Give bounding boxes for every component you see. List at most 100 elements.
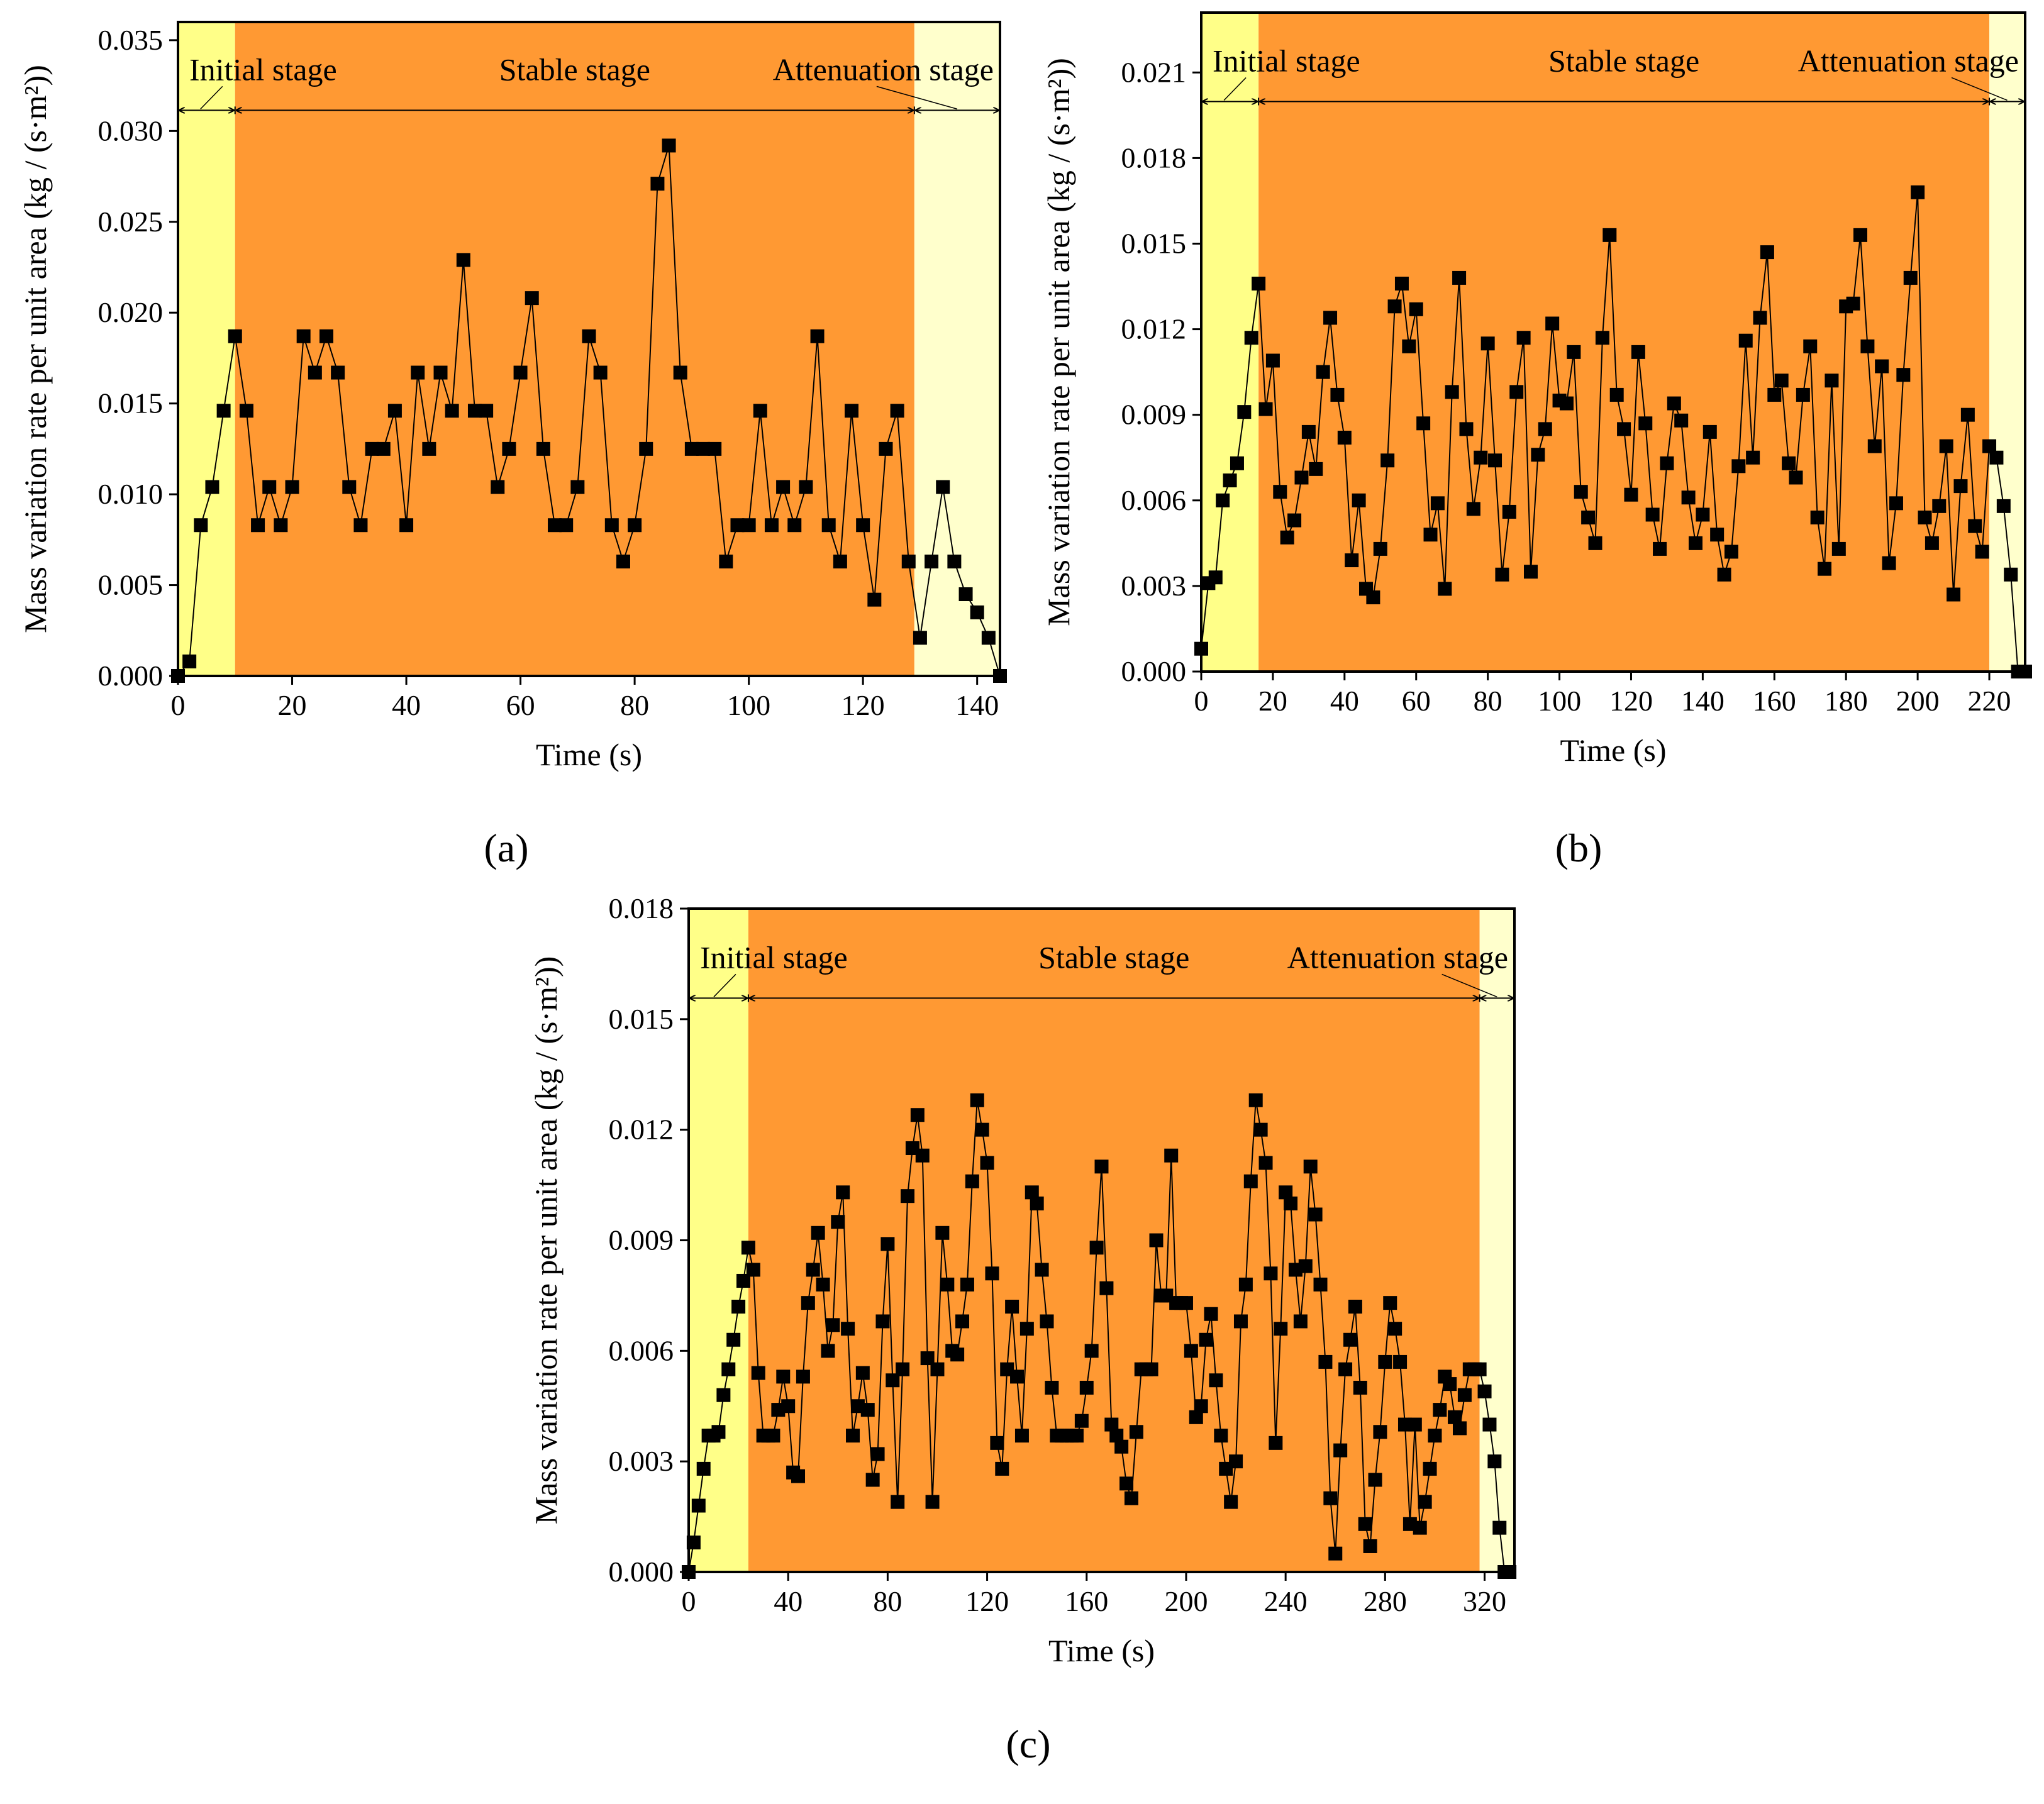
data-point: [1114, 1439, 1129, 1454]
data-point: [1149, 1233, 1164, 1248]
data-point: [1638, 416, 1653, 431]
stage-label: Initial stage: [700, 939, 848, 975]
data-point: [399, 518, 414, 533]
data-point: [1738, 333, 1753, 348]
stage-annotations: Initial stage Stable stage Attenuation sta…: [690, 939, 1513, 1002]
stage-band-attenuation: [1989, 13, 2025, 672]
data-point: [806, 1263, 820, 1277]
stage-label: Stable stage: [499, 52, 650, 87]
data-point: [1472, 1362, 1487, 1376]
data-point: [1846, 296, 1860, 311]
data-point: [1348, 1300, 1362, 1314]
y-tick-label: 0.010: [98, 478, 164, 510]
stage-bands: [689, 909, 1514, 1572]
data-point: [855, 1366, 870, 1380]
data-point: [742, 518, 756, 533]
data-point: [1269, 1436, 1283, 1450]
data-point: [1238, 1277, 1253, 1292]
data-point: [1019, 1322, 1034, 1336]
data-point: [1466, 502, 1480, 516]
x-axis-label: Time (s): [536, 737, 642, 772]
y-axis-label: Mass variation rate per unit area (kg / …: [18, 65, 53, 633]
plot-frame: [1200, 11, 2026, 673]
data-point: [731, 1300, 746, 1314]
panel-label: (c): [1006, 1722, 1050, 1766]
data-point: [1433, 1403, 1447, 1417]
data-point: [1373, 541, 1387, 556]
data-point: [502, 441, 516, 456]
data-point: [1947, 587, 1961, 602]
data-point: [216, 404, 231, 418]
data-point: [228, 329, 242, 343]
data-point: [1911, 185, 1925, 199]
data-point: [696, 1461, 711, 1476]
data-point: [1480, 336, 1495, 351]
stage-leader-line: [1223, 77, 1247, 101]
stage-leader-line: [876, 86, 958, 110]
data-point: [1099, 1281, 1114, 1295]
data-point: [1702, 424, 1717, 439]
y-tick-label: 0.009: [609, 1224, 674, 1256]
data-point: [2004, 567, 2018, 582]
data-point: [1867, 439, 1882, 453]
data-point: [639, 441, 653, 456]
data-point: [875, 1314, 890, 1329]
data-point: [194, 518, 208, 533]
x-tick-label: 160: [1065, 1585, 1108, 1617]
chart-panel-b: Initial stage Stable stage Attenuation sta…: [1041, 11, 2032, 870]
data-point: [1209, 1373, 1223, 1388]
y-tick-label: 0.012: [1121, 313, 1187, 345]
data-point: [1574, 485, 1588, 499]
stage-band-initial: [689, 909, 748, 1572]
data-point: [1383, 1296, 1397, 1310]
data-point: [684, 441, 699, 456]
data-point: [570, 480, 585, 494]
data-point: [1975, 545, 1989, 559]
data-point: [801, 1296, 815, 1310]
data-point: [1452, 1421, 1467, 1436]
data-point: [960, 1277, 974, 1292]
plot-frame: [687, 907, 1516, 1573]
y-tick-label: 0.015: [1121, 227, 1187, 259]
y-tick-label: 0.021: [1121, 56, 1187, 88]
data-point: [1418, 1495, 1432, 1509]
data-point: [239, 404, 253, 418]
data-point: [1760, 245, 1774, 260]
data-point: [1624, 487, 1638, 502]
data-point: [559, 518, 574, 533]
x-tick-label: 280: [1364, 1585, 1407, 1617]
data-point: [1402, 339, 1416, 353]
data-point: [696, 441, 711, 456]
data-point: [716, 1388, 731, 1402]
stage-label: Stable stage: [1038, 939, 1189, 975]
panel-label: (a): [484, 826, 528, 870]
data-point: [1309, 462, 1323, 476]
x-tick-label: 240: [1264, 1585, 1308, 1617]
data-point: [1918, 511, 1932, 525]
data-point: [1303, 1159, 1318, 1174]
x-tick-label: 80: [873, 1585, 902, 1617]
data-point: [1617, 422, 1631, 436]
data-point: [865, 1473, 880, 1487]
y-tick-label: 0.035: [98, 24, 164, 56]
series-points: [1194, 185, 2032, 678]
stage-band-attenuation: [1479, 909, 1514, 1572]
data-point: [308, 365, 322, 380]
x-tick-label: 60: [506, 689, 535, 721]
y-tick-label: 0.003: [609, 1445, 674, 1477]
axis-ticks: [1192, 71, 1991, 680]
x-tick-label: 160: [1753, 685, 1796, 717]
x-tick-label: 20: [1258, 685, 1287, 717]
data-point: [891, 1495, 905, 1509]
y-tick-label: 0.020: [98, 296, 164, 328]
y-tick-labels: 0.000 0.005 0.010 0.015 0.020 0.025 0.030 0.035: [98, 24, 164, 692]
data-point: [936, 480, 950, 494]
data-point: [1184, 1344, 1198, 1358]
y-tick-label: 0.003: [1121, 570, 1187, 602]
data-point: [1352, 493, 1366, 507]
data-point: [1144, 1362, 1158, 1376]
data-point: [536, 441, 550, 456]
data-point: [810, 329, 825, 343]
data-point: [1224, 1495, 1238, 1509]
x-tick-label: 320: [1463, 1585, 1506, 1617]
